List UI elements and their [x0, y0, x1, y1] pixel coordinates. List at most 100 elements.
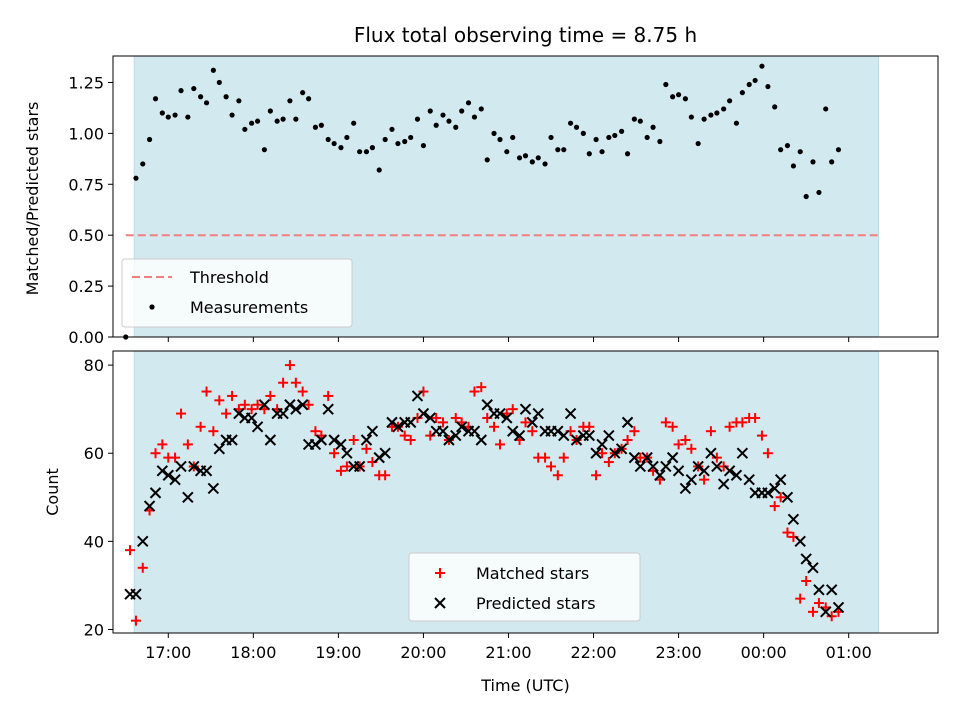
predicted-star-point	[800, 553, 812, 565]
measurement-point	[459, 108, 465, 114]
predicted-star-point	[787, 513, 800, 526]
matched-star-point	[195, 421, 206, 432]
predicted-star-point	[360, 434, 373, 446]
x-tick-label: 22:00	[570, 643, 616, 662]
matched-star-point	[438, 417, 448, 428]
predicted-star-point	[692, 460, 704, 473]
matched-star-point	[176, 408, 187, 419]
predicted-star-point	[628, 451, 641, 464]
measurement-point	[688, 114, 694, 120]
measurement-point	[682, 96, 688, 102]
measurement-point	[599, 149, 605, 155]
predicted-star-point	[417, 407, 430, 420]
predicted-star-point	[570, 434, 583, 446]
matched-star-point	[718, 461, 729, 472]
measurement-point	[548, 134, 554, 141]
predicted-star-point	[825, 584, 838, 596]
measurement-point	[453, 124, 459, 130]
measurement-point	[516, 155, 523, 161]
predicted-star-point	[494, 407, 506, 420]
predicted-star-point	[603, 429, 615, 442]
predicted-star-point	[736, 447, 749, 459]
predicted-star-point	[233, 407, 245, 420]
measurement-point	[165, 114, 171, 120]
measurement-point	[752, 77, 758, 84]
measurement-point	[203, 100, 210, 106]
matched-star-point	[546, 461, 557, 472]
matched-star-point	[705, 426, 716, 437]
matched-star-point	[170, 452, 181, 463]
measurement-point	[522, 153, 529, 159]
predicted-star-point	[794, 535, 806, 548]
legend-measurements-swatch	[149, 304, 155, 310]
measurement-point	[586, 151, 592, 157]
predicted-star-point	[672, 465, 685, 477]
measurement-point	[675, 92, 682, 98]
predicted-star-point	[552, 425, 564, 437]
predicted-star-point	[335, 438, 347, 451]
measurement-point	[446, 118, 452, 124]
predicted-star-point	[137, 535, 149, 548]
matched-star-point	[329, 448, 340, 459]
x-tick-label: 21:00	[485, 643, 531, 662]
measurement-point	[198, 94, 204, 100]
predicted-star-point	[768, 482, 781, 495]
matched-star-point	[507, 404, 518, 415]
x-tick-label: 01:00	[826, 643, 872, 662]
measurement-point	[829, 159, 835, 165]
matched-star-point	[724, 421, 735, 432]
predicted-star-point	[711, 460, 723, 473]
predicted-star-point	[647, 460, 659, 473]
matched-star-point	[660, 417, 671, 428]
predicted-star-point	[245, 412, 258, 424]
matched-star-point	[157, 439, 168, 450]
y-tick-label: 0.00	[68, 328, 104, 347]
y-tick-label: 0.50	[68, 226, 104, 245]
measurement-point	[210, 67, 216, 73]
measurement-point	[172, 112, 178, 118]
measurement-point	[612, 132, 618, 139]
predicted-star-point	[583, 429, 595, 442]
measurement-point	[593, 136, 599, 143]
predicted-star-point	[251, 421, 264, 433]
legend-measurements-label: Measurements	[190, 298, 308, 317]
predicted-star-point	[532, 407, 544, 420]
predicted-star-point	[519, 403, 532, 415]
chart-title: Flux total observing time = 8.75 h	[354, 23, 697, 47]
matched-star-point	[201, 386, 212, 397]
predicted-star-point	[762, 487, 774, 499]
predicted-star-point	[450, 429, 462, 442]
measurement-point	[133, 175, 139, 181]
matched-star-point	[826, 611, 837, 622]
matched-star-point	[584, 421, 595, 432]
x-tick-label: 20:00	[400, 643, 446, 662]
predicted-star-point	[781, 491, 794, 503]
predicted-star-point	[373, 451, 385, 464]
measurement-point	[274, 118, 280, 124]
predicted-star-point	[717, 478, 730, 490]
matched-star-point	[246, 404, 257, 415]
measurement-point	[631, 116, 637, 122]
predicted-star-point	[264, 434, 277, 446]
measurement-point	[357, 149, 363, 155]
matched-star-point	[399, 430, 410, 441]
measurement-point	[300, 90, 306, 96]
legend-matched-label: Matched stars	[476, 564, 589, 583]
measurement-point	[376, 167, 382, 173]
measurement-point	[229, 112, 235, 118]
predicted-star-point	[322, 403, 334, 415]
measurement-point	[759, 63, 765, 69]
legend-threshold-label: Threshold	[189, 268, 269, 287]
matched-star-point	[795, 593, 806, 604]
predicted-star-point	[526, 416, 539, 429]
measurement-point	[471, 114, 478, 120]
measurement-point	[657, 138, 663, 145]
measurement-point	[261, 147, 267, 153]
matched-star-point	[297, 386, 308, 397]
matched-star-point	[603, 457, 614, 468]
predicted-star-point	[156, 465, 169, 477]
y-tick-label: 20	[84, 620, 104, 639]
matched-star-point	[431, 412, 442, 423]
matched-star-point	[227, 390, 238, 401]
predicted-star-point	[501, 412, 513, 424]
